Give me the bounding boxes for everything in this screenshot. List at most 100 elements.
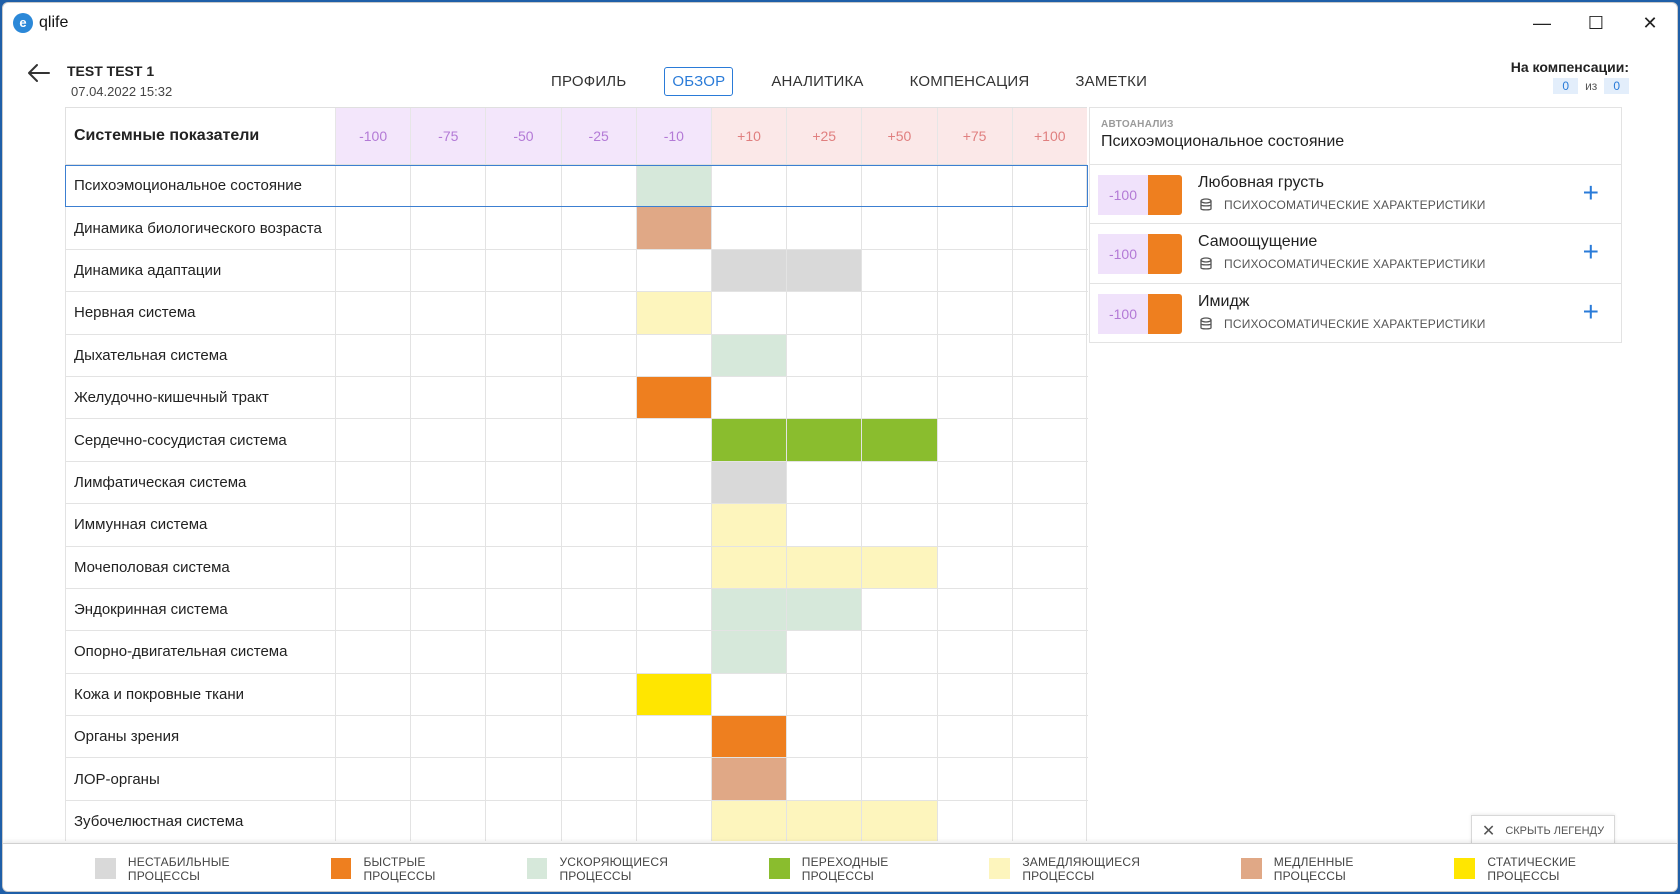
grid-row[interactable]: Органы зрения — [65, 716, 1088, 759]
empty-cell — [410, 249, 485, 292]
add-to-compensation-button[interactable]: + — [1582, 177, 1599, 208]
empty-cell — [1011, 376, 1087, 419]
process-cell-accelerating — [710, 631, 787, 673]
autoanalysis-item[interactable]: -100 Имидж ПСИХОСОМАТИЧЕСКИЕ ХАРАКТЕРИСТ… — [1089, 283, 1622, 344]
empty-cell — [1011, 716, 1087, 758]
close-window-button[interactable]: ✕ — [1642, 12, 1658, 33]
empty-cell — [335, 207, 410, 249]
grid-row[interactable]: Сердечно-сосудистая система — [65, 419, 1088, 462]
tab-compensation[interactable]: КОМПЕНСАЦИЯ — [909, 72, 1030, 90]
empty-cell — [936, 376, 1012, 419]
grid-row[interactable]: Кожа и покровные ткани — [65, 673, 1088, 717]
legend-label: МЕДЛЕННЫЕ ПРОЦЕССЫ — [1273, 854, 1354, 883]
hide-legend-button[interactable]: ✕ СКРЫТЬ ЛЕГЕНДУ — [1471, 815, 1615, 845]
empty-cell — [560, 631, 636, 673]
tab-notes[interactable]: ЗАМЕТКИ — [1075, 72, 1148, 90]
empty-cell — [936, 292, 1012, 334]
empty-cell — [635, 631, 711, 673]
grid-row[interactable]: Психоэмоциональное состояние — [65, 165, 1088, 208]
grid-header-label: Системные показатели — [65, 108, 335, 164]
scale-header-cell: -50 — [485, 108, 561, 164]
process-cell-unstable — [710, 461, 787, 504]
add-to-compensation-button[interactable]: + — [1582, 236, 1599, 268]
empty-cell — [410, 588, 485, 631]
empty-cell — [335, 504, 410, 546]
grid-row[interactable]: Дыхательная система — [65, 334, 1088, 377]
process-cell-slowing — [786, 800, 862, 841]
empty-cell — [485, 546, 560, 588]
empty-cell — [560, 419, 636, 461]
empty-cell — [710, 292, 786, 334]
empty-cell — [861, 631, 936, 673]
empty-cell — [560, 249, 636, 292]
item-score: -100 — [1098, 175, 1148, 215]
empty-cell — [710, 376, 786, 419]
grid-row[interactable]: Лимфатическая система — [65, 461, 1088, 505]
hide-legend-label: СКРЫТЬ ЛЕГЕНДУ — [1505, 824, 1605, 837]
empty-cell — [936, 546, 1012, 588]
grid-row[interactable]: Опорно-двигательная система — [65, 631, 1088, 674]
tab-overview[interactable]: ОБЗОР — [664, 66, 734, 96]
back-arrow-icon[interactable] — [23, 59, 55, 87]
grid-row[interactable]: Динамика биологического возраста — [65, 207, 1088, 250]
empty-cell — [635, 334, 711, 376]
grid-row[interactable]: Динамика адаптации — [65, 249, 1088, 293]
empty-cell — [1011, 758, 1087, 800]
empty-cell — [485, 334, 560, 376]
empty-cell — [335, 631, 410, 673]
empty-cell — [786, 207, 861, 249]
grid-row[interactable]: ЛОР-органы — [65, 758, 1088, 801]
grid-header: Системные показатели -100 -75 -50 -25 -1… — [65, 107, 1087, 165]
empty-cell — [335, 758, 410, 800]
empty-cell — [786, 165, 861, 207]
grid-row[interactable]: Иммунная система — [65, 504, 1088, 547]
close-icon: ✕ — [1481, 822, 1496, 840]
maximize-button[interactable]: ☐ — [1587, 12, 1605, 33]
empty-cell — [936, 461, 1012, 504]
item-color-marker — [1148, 234, 1182, 275]
grid-row[interactable]: Эндокринная система — [65, 588, 1088, 632]
add-to-compensation-button[interactable]: + — [1582, 295, 1599, 327]
empty-cell — [485, 207, 560, 249]
grid-body: Психоэмоциональное состояние Динамика био… — [65, 165, 1088, 841]
item-color-marker — [1148, 175, 1182, 215]
empty-cell — [410, 292, 485, 334]
empty-cell — [936, 165, 1012, 207]
empty-cell — [485, 631, 560, 673]
process-cell-accelerating — [786, 588, 862, 631]
empty-cell — [1011, 292, 1087, 334]
legend-swatch — [768, 858, 790, 879]
empty-cell — [635, 546, 711, 588]
empty-cell — [410, 716, 485, 758]
tab-profile[interactable]: ПРОФИЛЬ — [551, 72, 627, 90]
empty-cell — [1011, 249, 1087, 292]
empty-cell — [1011, 165, 1087, 207]
grid-row[interactable]: Желудочно-кишечный тракт — [65, 376, 1088, 420]
empty-cell — [560, 758, 636, 800]
empty-cell — [485, 716, 560, 758]
minimize-button[interactable]: — — [1533, 12, 1551, 33]
process-cell-accelerating — [710, 334, 787, 376]
legend-swatch — [95, 858, 116, 879]
autoanalysis-item[interactable]: -100 Самоощущение ПСИХОСОМАТИЧЕСКИЕ ХАРА… — [1089, 224, 1622, 284]
empty-cell — [410, 334, 485, 376]
empty-cell — [635, 588, 711, 631]
empty-cell — [936, 249, 1012, 292]
process-cell-transitional — [710, 419, 787, 461]
empty-cell — [335, 165, 410, 207]
grid-row[interactable]: Мочеполовая система — [65, 546, 1088, 589]
patient-name: TEST TEST 1 — [67, 63, 155, 79]
empty-cell — [635, 461, 711, 504]
empty-cell — [786, 292, 861, 334]
process-cell-slowing — [710, 800, 787, 841]
autoanalysis-item[interactable]: -100 Любовная грусть ПСИХОСОМАТИЧЕСКИЕ Х… — [1089, 165, 1622, 225]
legend-label: ЗАМЕДЛЯЮЩИЕСЯ ПРОЦЕССЫ — [1022, 854, 1141, 883]
legend-label: НЕСТАБИЛЬНЫЕ ПРОЦЕССЫ — [127, 854, 230, 883]
scale-header-cell: +75 — [936, 108, 1012, 164]
empty-cell — [560, 292, 636, 334]
tab-analytics[interactable]: АНАЛИТИКА — [771, 72, 864, 90]
empty-cell — [335, 673, 410, 716]
grid-row[interactable]: Нервная система — [65, 292, 1088, 335]
grid-row[interactable]: Зубочелюстная система — [65, 800, 1088, 841]
legend-item-transitional: ПЕРЕХОДНЫЕ ПРОЦЕССЫ — [768, 855, 964, 883]
